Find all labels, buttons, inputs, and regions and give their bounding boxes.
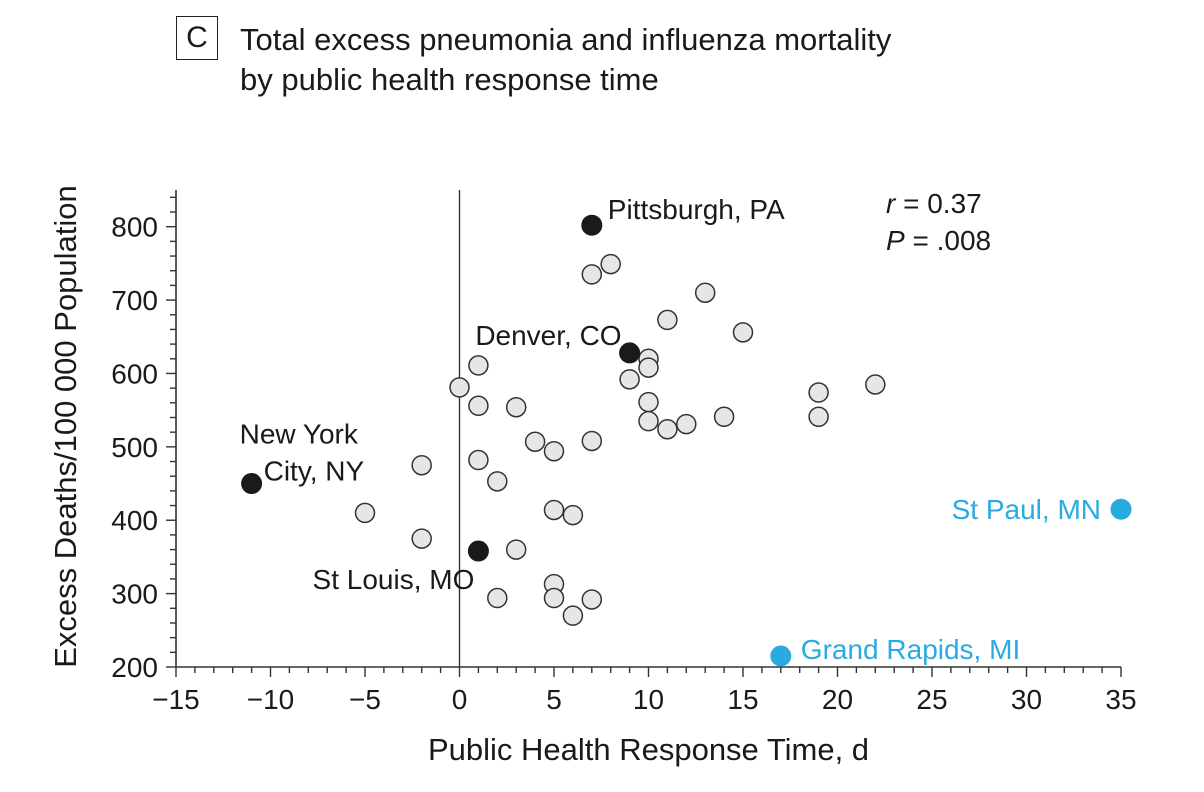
highlight-point <box>467 540 489 562</box>
y-tick-label: 700 <box>111 285 158 316</box>
data-point <box>676 413 697 435</box>
data-point <box>487 587 508 609</box>
x-tick-label: −15 <box>152 684 200 715</box>
data-point <box>638 357 659 378</box>
y-tick-label: 800 <box>111 212 158 243</box>
x-tick-label: 10 <box>633 684 664 715</box>
data-point <box>581 430 603 452</box>
chart-title-line-2: by public health response time <box>240 62 659 97</box>
y-tick-label: 600 <box>111 358 158 389</box>
point-label-blue: Grand Rapids, MI <box>801 634 1020 665</box>
data-point <box>562 504 584 526</box>
x-axis-label: Public Health Response Time, d <box>428 732 869 767</box>
highlight-point <box>581 214 603 236</box>
data-point <box>808 382 829 403</box>
data-point <box>581 589 603 610</box>
point-label: St Louis, MO <box>313 564 475 595</box>
highlight-point <box>241 473 263 495</box>
data-point <box>468 449 489 471</box>
data-point <box>808 406 829 428</box>
point-label: City, NY <box>264 456 365 487</box>
highlight-point-blue <box>1110 498 1132 520</box>
chart-title-line-1: Total excess pneumonia and influenza mor… <box>240 22 892 57</box>
data-point <box>657 418 678 440</box>
data-point <box>694 282 716 303</box>
data-point <box>713 406 735 428</box>
highlight-point-blue <box>770 645 792 667</box>
x-tick-label: −5 <box>349 684 381 715</box>
x-tick-label: 5 <box>546 684 562 715</box>
data-point <box>411 528 432 549</box>
y-tick-label: 300 <box>111 579 158 610</box>
stat-r: r = 0.37 <box>886 188 982 219</box>
y-tick-label: 200 <box>111 652 158 683</box>
data-point <box>619 369 640 390</box>
x-tick-label: 25 <box>916 684 947 715</box>
panel-label: C <box>176 16 218 60</box>
stat-p: P = .008 <box>886 225 991 256</box>
data-point <box>581 264 603 285</box>
data-point <box>411 454 432 476</box>
highlight-point <box>619 342 641 364</box>
y-axis-label: Excess Deaths/100 000 Population <box>48 185 83 668</box>
data-point <box>468 355 489 376</box>
y-tick-label: 400 <box>111 505 158 536</box>
x-tick-label: 20 <box>822 684 853 715</box>
point-label-blue: St Paul, MN <box>952 494 1101 525</box>
x-tick-label: −10 <box>247 684 295 715</box>
data-point <box>468 395 489 417</box>
data-point <box>600 253 621 275</box>
point-label: New York <box>240 419 359 450</box>
point-label: Denver, CO <box>475 320 621 351</box>
data-point <box>487 471 508 492</box>
x-tick-label: 30 <box>1011 684 1042 715</box>
x-tick-label: 15 <box>727 684 758 715</box>
data-point <box>449 377 470 398</box>
data-point <box>638 410 659 432</box>
data-point <box>505 396 527 418</box>
data-point <box>543 587 565 609</box>
data-point <box>543 499 565 521</box>
data-point <box>562 605 584 626</box>
point-label: Pittsburgh, PA <box>608 194 785 225</box>
data-point <box>865 374 886 395</box>
data-point <box>732 322 754 343</box>
data-point <box>505 539 527 560</box>
x-tick-label: 0 <box>452 684 468 715</box>
data-point <box>524 431 546 452</box>
x-tick-label: 35 <box>1105 684 1136 715</box>
data-point <box>543 440 565 462</box>
data-point <box>354 502 376 524</box>
data-point <box>638 391 659 413</box>
y-tick-label: 500 <box>111 432 158 463</box>
data-point <box>657 309 678 331</box>
